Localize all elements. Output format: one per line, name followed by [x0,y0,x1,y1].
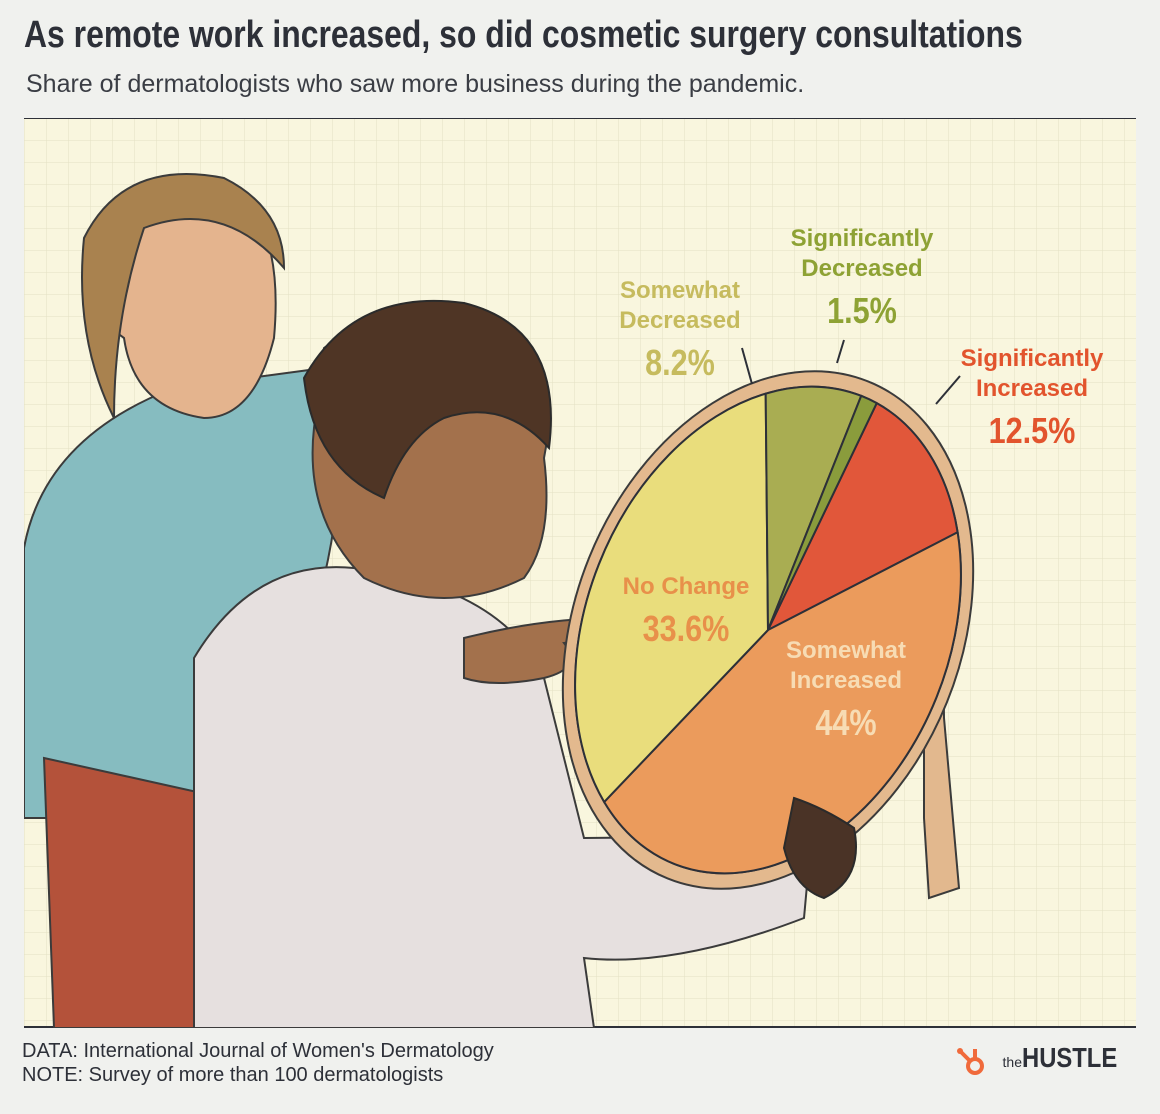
category-label: Somewhat Decreased [619,277,741,334]
category-label: No Change [622,573,750,600]
slice-label: No Change 33.6% [586,572,786,651]
value-label: 1.5% [827,290,897,331]
pie [489,309,1048,951]
brand-logo: theHUSTLE [955,1042,1134,1080]
category-label: Significantly Decreased [790,225,934,282]
pie-slice [768,397,991,682]
leader-line [836,339,845,364]
category-label: Somewhat Increased [785,637,907,694]
nurse-hair [81,173,286,419]
value-label: 8.2% [645,342,715,383]
value-label: 33.6% [642,608,730,649]
pie-slice [767,396,877,636]
patient-other-hand [782,796,857,900]
value-label: 12.5% [988,410,1076,451]
patient-hair [302,299,552,500]
brand-name: HUSTLE [1022,1042,1118,1073]
slice-label: Significantly Increased 12.5% [932,344,1132,453]
brand-icon [956,1047,984,1075]
leader-line [741,347,753,385]
category-label: Significantly Increased [960,345,1104,402]
slice-label: Somewhat Decreased 8.2% [580,276,780,385]
chart-subtitle: Share of dermatologists who saw more bus… [26,70,805,98]
pie-slice [517,360,850,835]
survey-note: NOTE: Survey of more than 100 dermatolog… [22,1064,444,1086]
chart-title: As remote work increased, so did cosmeti… [24,14,1023,56]
value-label: 44% [815,702,877,743]
pie-slice [684,362,862,630]
illustration [24,118,1136,1028]
patient-body [193,566,816,1028]
slice-label: Significantly Decreased 1.5% [762,224,962,333]
brand-prefix: the [1002,1054,1022,1070]
slice-label: Somewhat Increased 44% [746,636,946,745]
leader-line [935,375,961,405]
source-note: DATA: International Journal of Women's D… [22,1040,494,1062]
